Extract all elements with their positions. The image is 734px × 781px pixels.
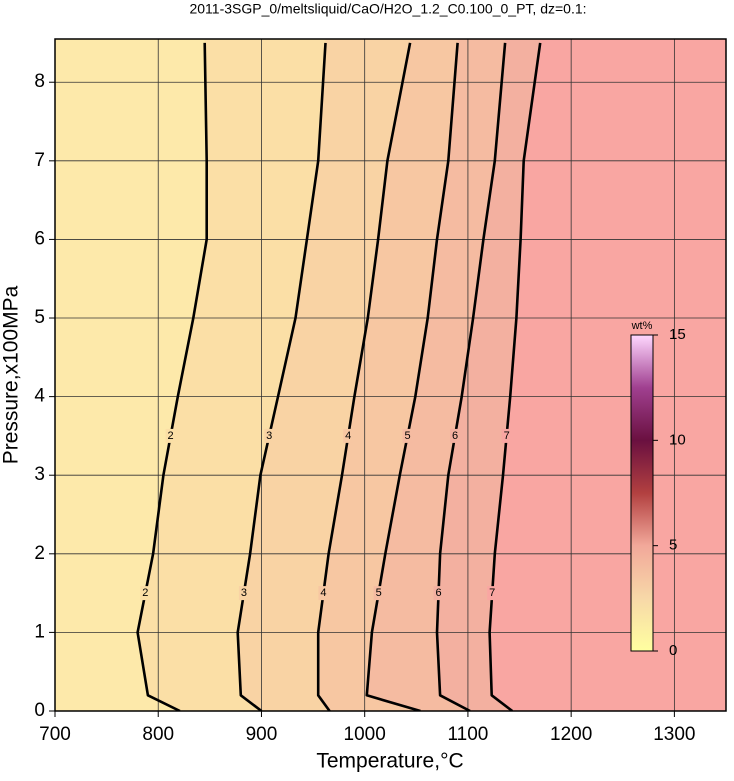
- contour-label-bg: [501, 428, 512, 443]
- y-tick-label: 4: [34, 386, 45, 407]
- contour-label: 7: [489, 587, 495, 599]
- contour-label-bg: [165, 428, 176, 443]
- contour-band: [489, 39, 726, 711]
- contour-label-bg: [343, 428, 354, 443]
- contour-label: 3: [241, 587, 247, 599]
- y-tick-label: 7: [34, 150, 45, 171]
- colorbar-tick-label: 15: [669, 326, 686, 343]
- contour-label-bg: [373, 586, 384, 601]
- colorbar-tick-label: 0: [669, 642, 677, 659]
- contour-label: 5: [376, 587, 382, 599]
- x-tick-label: 700: [39, 724, 71, 745]
- contour-label: 3: [266, 430, 272, 442]
- contour-label-bg: [264, 428, 275, 443]
- contour-label-bg: [318, 586, 329, 601]
- colorbar: [630, 334, 654, 652]
- colorbar-label: wt%: [631, 320, 653, 332]
- x-tick-label: 1000: [344, 724, 386, 745]
- contour-label-bg: [433, 586, 444, 601]
- contour-label: 6: [452, 430, 458, 442]
- x-tick-label: 1200: [550, 724, 592, 745]
- contour-label-bg: [140, 586, 151, 601]
- y-tick-label: 0: [34, 700, 45, 721]
- plot-area: 2 2 3 3 4 4 5 5 6 6 7 7: [55, 39, 726, 711]
- contour-label: 5: [404, 430, 410, 442]
- axes: 700 800 900 1000 1100 1200 1300 0 1 2 3 4 5 6 7 8 0 5 10 15…: [34, 38, 727, 745]
- x-tick-label: 1300: [653, 724, 695, 745]
- contour-label-bg: [238, 586, 249, 601]
- y-tick-label: 2: [34, 543, 45, 564]
- y-tick-label: 5: [34, 307, 45, 328]
- y-tick-label: 3: [34, 464, 45, 485]
- contour-label: 6: [435, 587, 441, 599]
- plot-frame: [54, 38, 727, 712]
- contour-label-bg: [402, 428, 413, 443]
- contour-label: 2: [168, 430, 174, 442]
- x-tick-label: 800: [142, 724, 174, 745]
- y-tick-label: 8: [34, 71, 45, 92]
- contour-label-bg: [487, 586, 498, 601]
- contour-label-bg: [450, 428, 461, 443]
- contour-label: 4: [320, 587, 326, 599]
- y-tick-label: 1: [34, 621, 45, 642]
- y-tick-label: 6: [34, 228, 45, 249]
- x-tick-label: 1100: [447, 724, 488, 745]
- contour-label: 7: [504, 430, 510, 442]
- y-axis-label: Pressure,x100MPa: [0, 285, 23, 464]
- colorbar-tick-label: 10: [669, 431, 686, 448]
- contour-label: 2: [142, 587, 148, 599]
- chart-title: 2011-3SGP_0/meltsliquid/CaO/H2O_1.2_C0.1…: [189, 1, 586, 17]
- contour-label: 4: [345, 430, 351, 442]
- colorbar-tick-label: 5: [669, 537, 677, 554]
- x-tick-label: 900: [246, 724, 278, 745]
- x-axis-label: Temperature,°C: [316, 750, 463, 773]
